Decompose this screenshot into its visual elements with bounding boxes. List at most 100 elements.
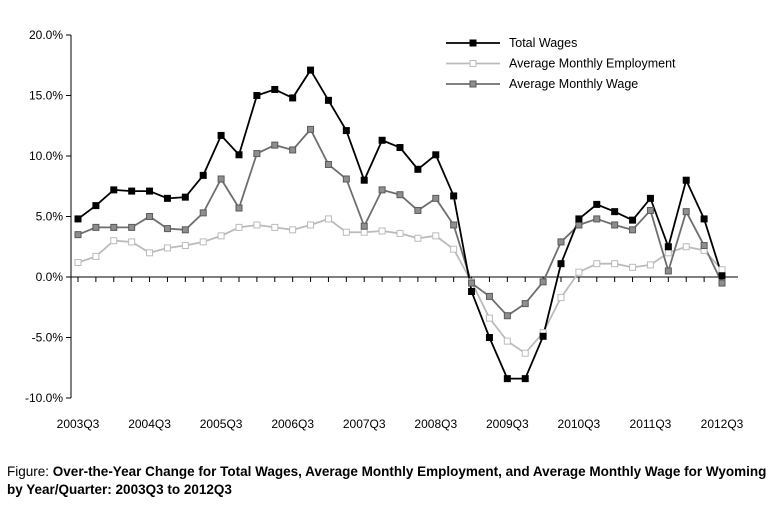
data-point [110,237,118,245]
caption-prefix: Figure: [7,464,50,479]
y-tick-label: 0.0% [36,270,64,284]
data-point [378,136,386,144]
data-point [181,226,189,234]
data-point [521,349,529,357]
x-tick-label: 2004Q3 [128,417,171,431]
data-point [432,232,440,240]
data-point [253,92,261,99]
data-point [181,193,189,201]
data-point [682,208,690,216]
legend-swatch-marker [469,60,477,67]
data-point [235,204,243,212]
data-point [396,191,404,199]
data-point [163,225,171,233]
x-tick-label: 2012Q3 [701,417,744,431]
data-point [396,144,404,152]
data-point [217,131,225,139]
chart-series-lines [77,68,723,380]
figure-caption: Figure: Over-the-Year Change for Total W… [7,463,767,499]
legend-label: Average Monthly Employment [509,57,676,71]
legend-swatch-marker [469,39,477,47]
data-point [468,279,476,287]
data-point [378,227,386,235]
data-point [289,226,297,234]
data-point [342,127,350,135]
y-tick-label: -5.0% [32,331,64,345]
data-point [575,221,583,229]
data-point [163,194,171,202]
data-point [629,226,637,234]
data-point [593,215,601,223]
data-point [128,238,136,246]
data-point [253,150,261,158]
data-point [378,186,386,194]
data-point [503,375,511,383]
data-point [629,263,637,271]
data-point [700,242,708,250]
data-point [342,175,350,183]
data-point [593,260,601,268]
data-point [646,206,654,214]
y-tick-label: 20.0% [29,28,63,42]
data-point [92,252,100,260]
data-point [360,176,368,184]
data-point [718,266,726,274]
data-point [485,334,493,341]
x-tick-label: 2008Q3 [414,417,457,431]
data-point [611,221,619,229]
data-point [289,94,297,102]
data-point [199,238,207,246]
y-tick-label: 15.0% [29,89,63,103]
series-line-0 [77,68,723,380]
data-point [92,223,100,231]
data-point [664,267,672,275]
data-point [74,215,82,223]
x-tick-label: 2010Q3 [558,417,601,431]
data-point [485,314,493,322]
data-point [646,194,654,202]
y-tick-label: 5.0% [36,210,64,224]
data-point [396,229,404,237]
data-point [450,221,458,229]
data-point [342,228,350,236]
y-tick-label: -10.0% [25,391,63,405]
data-point [128,223,136,231]
data-point [539,278,547,286]
legend-label: Average Monthly Wage [509,77,638,91]
data-point [307,66,315,74]
data-point [271,85,279,93]
data-point [307,221,315,229]
data-point [146,249,154,257]
data-point [575,268,583,276]
data-point [682,243,690,251]
x-tick-label: 2011Q3 [630,417,672,431]
data-point [611,260,619,268]
data-point [521,375,529,383]
data-point [664,243,672,251]
data-point [503,337,511,345]
line-chart: -10.0% -5.0% 0.0% 5.0% 10.0% 15.0% 20.0% 2003Q3… [25,28,744,431]
legend-label: Total Wages [509,36,577,50]
data-point [468,288,476,296]
chart-axes: -10.0% -5.0% 0.0% 5.0% 10.0% 15.0% 20.0% 2003Q3… [25,28,744,431]
series-line-1 [77,217,723,355]
data-point [181,242,189,250]
data-point [485,292,493,300]
data-point [450,192,458,200]
data-point [324,215,332,223]
x-tick-label: 2007Q3 [343,417,386,431]
data-point [575,215,583,223]
data-point [557,238,565,246]
data-point [324,160,332,168]
data-point [307,125,315,133]
x-tick-label: 2006Q3 [271,417,314,431]
data-point [199,209,207,217]
data-point [450,245,458,253]
chart-legend: Total Wages Average Monthly Employment Ave… [446,36,676,91]
data-point [360,222,368,230]
x-tick-label: 2003Q3 [57,417,100,431]
data-point [414,165,422,173]
data-point [146,187,154,195]
data-point [682,176,690,184]
data-point [414,234,422,242]
